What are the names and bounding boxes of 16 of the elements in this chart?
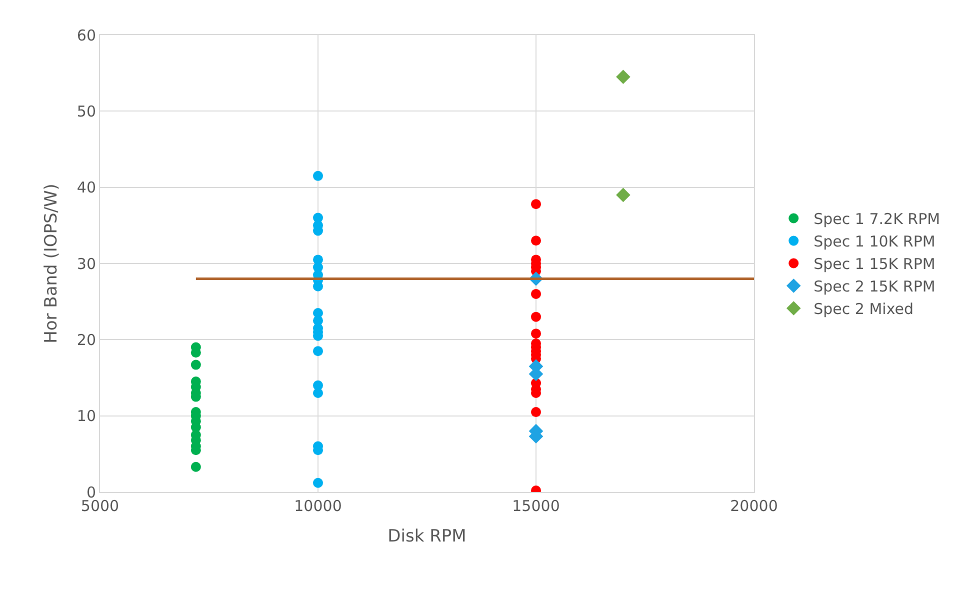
x-tick-label: 10000 — [294, 497, 342, 515]
y-tick-label: 50 — [76, 102, 96, 120]
legend-label: Spec 2 Mixed — [814, 300, 914, 318]
y-tick-label: 10 — [76, 407, 96, 426]
y-tick-label: 40 — [76, 178, 96, 197]
y-tick-label: 30 — [76, 254, 96, 273]
x-axis-title: Disk RPM — [388, 526, 466, 546]
legend-label: Spec 1 7.2K RPM — [814, 210, 940, 228]
y-axis-title: Hor Band (IOPS/W) — [41, 184, 62, 344]
legend-label: Spec 1 15K RPM — [814, 255, 936, 274]
y-tick-label: 60 — [76, 26, 96, 44]
legend-label: Spec 1 10K RPM — [814, 232, 936, 251]
x-tick-label: 15000 — [512, 497, 560, 515]
y-tick-label: 20 — [76, 330, 96, 349]
legend-label: Spec 2 15K RPM — [814, 278, 936, 296]
x-tick-label: 20000 — [730, 497, 778, 515]
